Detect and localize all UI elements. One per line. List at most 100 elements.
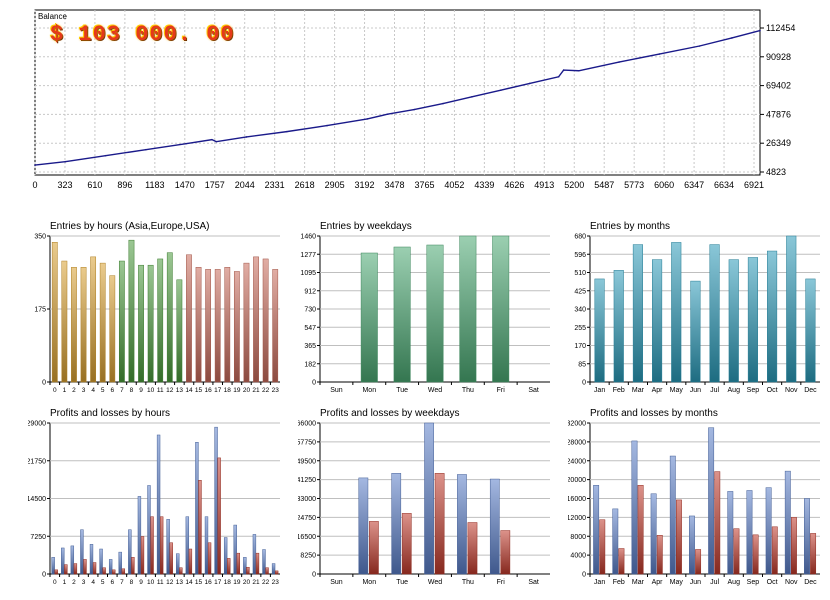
- x-tick-label: Mon: [362, 387, 376, 394]
- y-tick-label: 175: [34, 307, 46, 314]
- loss-bar: [64, 564, 68, 575]
- y-tick-label: 182: [304, 361, 316, 368]
- balance-x-tick-label: 4913: [534, 180, 554, 190]
- y-tick-label: 912: [304, 288, 316, 295]
- loss-bar: [637, 485, 644, 575]
- loss-bar: [401, 513, 412, 575]
- profit-bar: [204, 516, 209, 575]
- profit-bar: [689, 515, 695, 575]
- balance-y-tick-label: 90928: [766, 52, 791, 62]
- x-tick-label: 23: [272, 579, 280, 586]
- y-tick-label: 32000: [568, 421, 586, 428]
- balance-point: [442, 102, 444, 105]
- profit-bar: [457, 474, 467, 575]
- y-tick-label: 21750: [28, 458, 46, 465]
- balance-point: [245, 136, 248, 138]
- y-tick-label: 66000: [298, 421, 316, 428]
- balance-point: [759, 29, 761, 32]
- balance-x-tick-label: 3478: [384, 180, 404, 190]
- x-tick-label: Dec: [804, 579, 817, 586]
- balance-point: [731, 37, 733, 39]
- bar: [186, 254, 192, 383]
- loss-bar: [246, 566, 250, 575]
- profit-bar: [70, 545, 75, 575]
- x-tick-label: 5: [101, 579, 105, 586]
- x-tick-label: 2: [72, 387, 76, 394]
- loss-bar: [217, 457, 221, 575]
- profit-bar: [804, 498, 810, 575]
- x-tick-label: Jan: [594, 579, 605, 586]
- x-tick-label: Jan: [594, 387, 605, 394]
- balance-point: [698, 45, 701, 47]
- loss-bar: [599, 519, 606, 575]
- bar: [767, 250, 778, 383]
- profit-bar: [631, 440, 638, 575]
- balance-point: [211, 138, 213, 141]
- y-tick-label: 28000: [568, 439, 586, 446]
- profit-bar: [80, 529, 84, 575]
- bar: [632, 244, 643, 383]
- y-tick-label: 0: [312, 572, 316, 579]
- bar: [233, 271, 240, 383]
- profit-bar: [650, 493, 657, 575]
- x-tick-label: Dec: [804, 387, 817, 394]
- x-tick-label: 12: [166, 579, 174, 586]
- profit-bar: [489, 478, 500, 575]
- balance-point: [562, 69, 565, 71]
- loss-bar: [676, 499, 682, 575]
- balance-point: [528, 82, 531, 85]
- x-tick-label: 8: [130, 579, 134, 586]
- y-tick-label: 730: [304, 307, 316, 314]
- entries-by-weekdays-chart: 0 182 365 547 730 912 1095 1277 1460 Sun Mon Tue Wed…: [300, 234, 550, 394]
- loss-bar: [500, 530, 511, 575]
- x-tick-label: 14: [185, 579, 193, 586]
- bar: [253, 256, 259, 383]
- x-tick-label: Aug: [728, 579, 741, 586]
- balance-x-tick-label: 610: [87, 180, 102, 190]
- x-tick-label: 10: [147, 579, 155, 586]
- y-tick-label: 425: [574, 288, 586, 295]
- bar: [805, 278, 816, 383]
- x-tick-label: 17: [214, 579, 222, 586]
- loss-bar: [791, 517, 797, 575]
- bar: [176, 279, 183, 383]
- y-tick-label: 49500: [298, 458, 316, 465]
- balance-x-tick-label: 3192: [355, 180, 375, 190]
- bar: [652, 259, 663, 383]
- profit-bar: [612, 508, 619, 575]
- x-tick-label: Sun: [330, 579, 343, 586]
- profit-bar: [727, 491, 734, 575]
- profits-by-hours-title: Profits and losses by hours: [50, 408, 171, 419]
- profit-bar: [99, 548, 103, 575]
- balance-x-tick-label: 5487: [594, 180, 614, 190]
- bar: [426, 244, 444, 383]
- x-tick-label: 14: [185, 387, 193, 394]
- y-tick-label: 1095: [300, 270, 316, 277]
- balance-x-tick-label: 6634: [714, 180, 734, 190]
- profit-bar: [89, 544, 94, 575]
- loss-bar: [131, 557, 135, 575]
- bar: [147, 264, 154, 383]
- loss-bar: [265, 567, 269, 575]
- x-tick-label: Mon: [362, 579, 376, 586]
- balance-x-tick-label: 2044: [235, 180, 255, 190]
- x-tick-label: 9: [139, 387, 143, 394]
- loss-bar: [656, 535, 663, 575]
- profits-by-weekdays-panel: Profits and losses by weekdays 0 8250 1650…: [297, 405, 560, 590]
- balance-x-tick-label: 0: [32, 180, 37, 190]
- profit-bar: [176, 553, 180, 575]
- loss-bar: [274, 570, 279, 575]
- balance-x-tick-label: 4052: [444, 180, 464, 190]
- bar: [157, 258, 164, 383]
- x-tick-label: Aug: [728, 387, 741, 394]
- balance-point: [285, 130, 288, 133]
- y-tick-label: 14500: [28, 496, 46, 503]
- balance-point: [104, 154, 107, 157]
- balance-point: [618, 61, 620, 63]
- x-tick-label: 7: [120, 579, 124, 586]
- profit-bar: [708, 427, 715, 575]
- bar: [99, 262, 106, 383]
- bar: [594, 278, 605, 383]
- x-tick-label: 22: [262, 579, 270, 586]
- balance-x-tick-label: 6921: [744, 180, 764, 190]
